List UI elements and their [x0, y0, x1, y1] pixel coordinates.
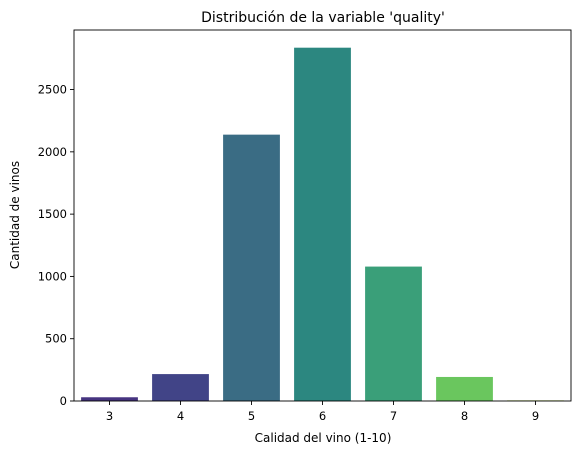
bar-6 [294, 47, 351, 401]
bar-7 [365, 266, 422, 401]
bars-group [81, 47, 564, 402]
x-tick-label: 7 [390, 409, 397, 423]
y-axis-ticks: 0 500 1000 1500 2000 2500 [38, 83, 74, 408]
y-tick-label: 2500 [38, 83, 67, 97]
y-axis-label: Cantidad de vinos [8, 161, 22, 269]
x-tick-label: 9 [532, 409, 539, 423]
x-tick-label: 6 [319, 409, 326, 423]
bar-3 [81, 397, 138, 401]
plot-frame [73, 29, 572, 402]
bar-8 [436, 376, 493, 401]
bar-4 [152, 374, 209, 401]
y-tick-label: 1500 [38, 207, 67, 221]
x-tick-label: 4 [177, 409, 184, 423]
x-tick-label: 8 [461, 409, 468, 423]
bar-5 [223, 134, 280, 402]
y-tick-label: 2000 [38, 145, 67, 159]
y-tick-label: 0 [60, 394, 67, 408]
y-tick-label: 500 [45, 332, 67, 346]
x-axis-ticks: 3 4 5 6 7 8 9 [106, 401, 539, 423]
x-axis-label: Calidad del vino (1-10) [255, 431, 392, 445]
x-tick-label: 3 [106, 409, 113, 423]
chart-title: Distribución de la variable 'quality' [201, 10, 445, 26]
y-tick-label: 1000 [38, 269, 67, 283]
x-tick-label: 5 [248, 409, 255, 423]
